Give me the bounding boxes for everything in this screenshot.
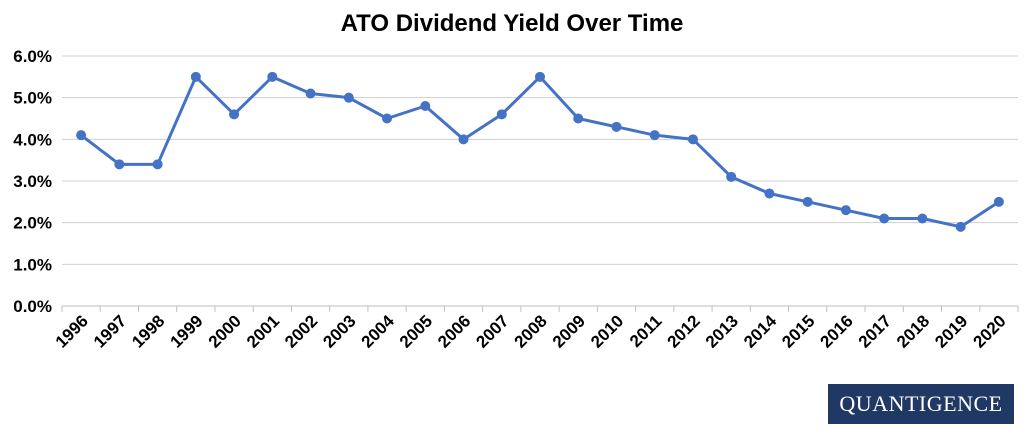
x-tick-label: 2005	[396, 311, 436, 351]
x-axis-ticks: 1996199719981999200020012002200320042005…	[52, 311, 1010, 352]
data-point	[917, 213, 928, 224]
x-tick-label: 2003	[319, 311, 359, 351]
y-axis-ticks: 0.0% 1.0% 2.0% 3.0% 4.0% 5.0% 6.0%	[13, 47, 52, 316]
x-tick-label: 2011	[626, 311, 666, 351]
x-axis	[61, 305, 1019, 312]
x-tick-label: 2012	[664, 311, 704, 351]
x-tick-label: 1999	[166, 311, 206, 351]
data-points	[76, 71, 1004, 232]
x-tick-label: 2000	[205, 311, 245, 351]
x-tick-label: 2016	[817, 311, 857, 351]
series-line-path	[80, 75, 1000, 229]
data-point	[229, 109, 240, 120]
y-tick-label: 3.0%	[13, 172, 52, 191]
x-tick-label: 2008	[511, 311, 551, 351]
x-tick-label: 2013	[702, 311, 742, 351]
data-point	[496, 109, 507, 120]
y-tick-label: 0.0%	[13, 297, 52, 316]
y-tick-label: 2.0%	[13, 214, 52, 233]
y-tick-label: 4.0%	[13, 130, 52, 149]
data-point	[267, 71, 278, 82]
x-tick-label: 1997	[90, 311, 130, 351]
data-point	[458, 134, 469, 145]
y-tick-label: 1.0%	[13, 255, 52, 274]
y-tick-label: 6.0%	[13, 47, 52, 66]
data-point	[114, 159, 125, 170]
data-point	[687, 134, 698, 145]
chart-title: ATO Dividend Yield Over Time	[340, 10, 684, 37]
data-point	[190, 71, 201, 82]
data-point	[955, 221, 966, 232]
data-point	[649, 130, 660, 141]
x-tick-label: 2014	[740, 311, 781, 352]
data-point	[879, 213, 890, 224]
x-tick-label: 2019	[931, 311, 971, 351]
y-tick-label: 5.0%	[13, 89, 52, 108]
x-tick-label: 2007	[472, 311, 512, 351]
data-point	[840, 205, 851, 216]
x-tick-label: 2006	[434, 311, 474, 351]
data-point	[535, 71, 545, 82]
data-point	[611, 121, 622, 132]
data-point	[802, 196, 813, 207]
gridlines	[62, 55, 1018, 265]
data-point	[343, 92, 354, 103]
data-point	[382, 113, 393, 124]
data-point	[152, 159, 163, 170]
data-point	[726, 171, 737, 182]
data-point	[993, 196, 1004, 207]
data-point	[420, 101, 431, 111]
x-tick-label: 2010	[587, 311, 627, 351]
x-tick-label: 2002	[281, 311, 321, 351]
x-tick-label: 2009	[549, 311, 589, 351]
x-tick-label: 2020	[970, 311, 1010, 351]
data-point	[305, 88, 316, 99]
data-point	[76, 130, 87, 141]
x-tick-label: 1998	[128, 311, 168, 351]
quantigence-logo: QUANTIGENCE	[828, 384, 1014, 424]
x-tick-label: 1996	[52, 311, 92, 351]
x-tick-label: 2004	[358, 311, 399, 352]
x-tick-label: 2018	[893, 311, 933, 351]
x-tick-label: 2001	[243, 311, 283, 351]
x-tick-label: 2017	[855, 311, 895, 351]
data-point	[573, 113, 584, 124]
series-line	[80, 75, 1000, 229]
data-point	[764, 188, 775, 199]
x-tick-label: 2015	[778, 311, 818, 351]
